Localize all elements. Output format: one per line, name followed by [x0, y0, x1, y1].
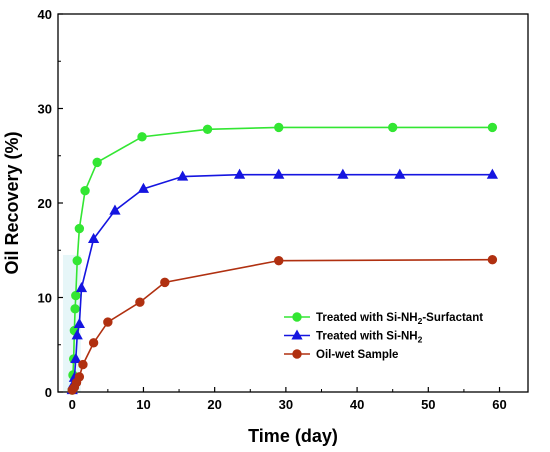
data-point	[274, 122, 284, 133]
data-point	[486, 168, 499, 179]
legend-label: Oil-wet Sample	[316, 349, 398, 361]
data-point	[160, 277, 170, 288]
x-tick-label: 10	[136, 397, 150, 412]
axis-ticks: 0 10 20 30 40 50 60 0 10 20 30 40	[38, 7, 507, 412]
data-point	[70, 352, 82, 363]
data-point	[337, 168, 349, 179]
y-tick-label: 0	[45, 385, 52, 400]
data-point	[71, 290, 81, 301]
legend-marker	[292, 312, 302, 322]
y-tick-label: 40	[38, 7, 52, 22]
y-tick-label: 20	[38, 196, 52, 211]
data-point	[109, 204, 121, 215]
data-point	[387, 122, 398, 133]
data-point	[75, 282, 88, 293]
data-point	[137, 132, 147, 142]
data-point	[74, 223, 85, 234]
data-point	[233, 168, 246, 179]
legend: Treated with Si-NH2-Surfactant Treated wi…	[284, 312, 483, 361]
x-tick-label: 50	[421, 397, 435, 412]
data-point	[274, 255, 284, 266]
x-tick-label: 30	[279, 397, 293, 412]
data-point	[273, 168, 285, 179]
data-point	[487, 255, 498, 265]
y-axis-title: Oil Recovery (%)	[2, 131, 22, 274]
legend-item: Oil-wet Sample	[284, 349, 398, 361]
data-point	[137, 182, 150, 193]
data-point	[487, 122, 498, 133]
data-point	[88, 338, 99, 348]
data-point	[73, 317, 85, 329]
data-point	[92, 157, 102, 168]
data-point	[176, 170, 189, 181]
data-point	[70, 304, 80, 314]
series-line	[71, 258, 493, 391]
y-tick-label: 30	[38, 102, 52, 117]
series-2	[66, 168, 499, 395]
legend-item: Treated with Si-NH2-Surfactant	[284, 312, 483, 326]
data-point	[135, 297, 145, 307]
y-tick-label: 10	[38, 291, 52, 306]
series-3	[67, 255, 498, 395]
series-line	[71, 173, 493, 391]
legend-label: Treated with Si-NH2	[316, 331, 423, 345]
legend-marker	[291, 329, 303, 340]
series-layer	[66, 122, 499, 395]
legend-item: Treated with Si-NH2	[284, 329, 423, 345]
data-point	[103, 317, 113, 327]
legend-label: Treated with Si-NH2-Surfactant	[316, 312, 483, 326]
legend-marker	[292, 349, 302, 359]
x-tick-label: 20	[207, 397, 221, 412]
data-point	[74, 372, 85, 382]
data-point	[87, 232, 100, 243]
x-tick-label: 0	[69, 397, 76, 412]
x-axis-title: Time (day)	[248, 426, 338, 446]
data-point	[78, 359, 88, 370]
data-point	[394, 168, 406, 179]
data-point	[202, 124, 213, 134]
data-point	[71, 329, 83, 340]
data-point	[80, 186, 90, 196]
x-tick-label: 40	[350, 397, 364, 412]
data-point	[72, 255, 82, 266]
x-tick-label: 60	[492, 397, 506, 412]
